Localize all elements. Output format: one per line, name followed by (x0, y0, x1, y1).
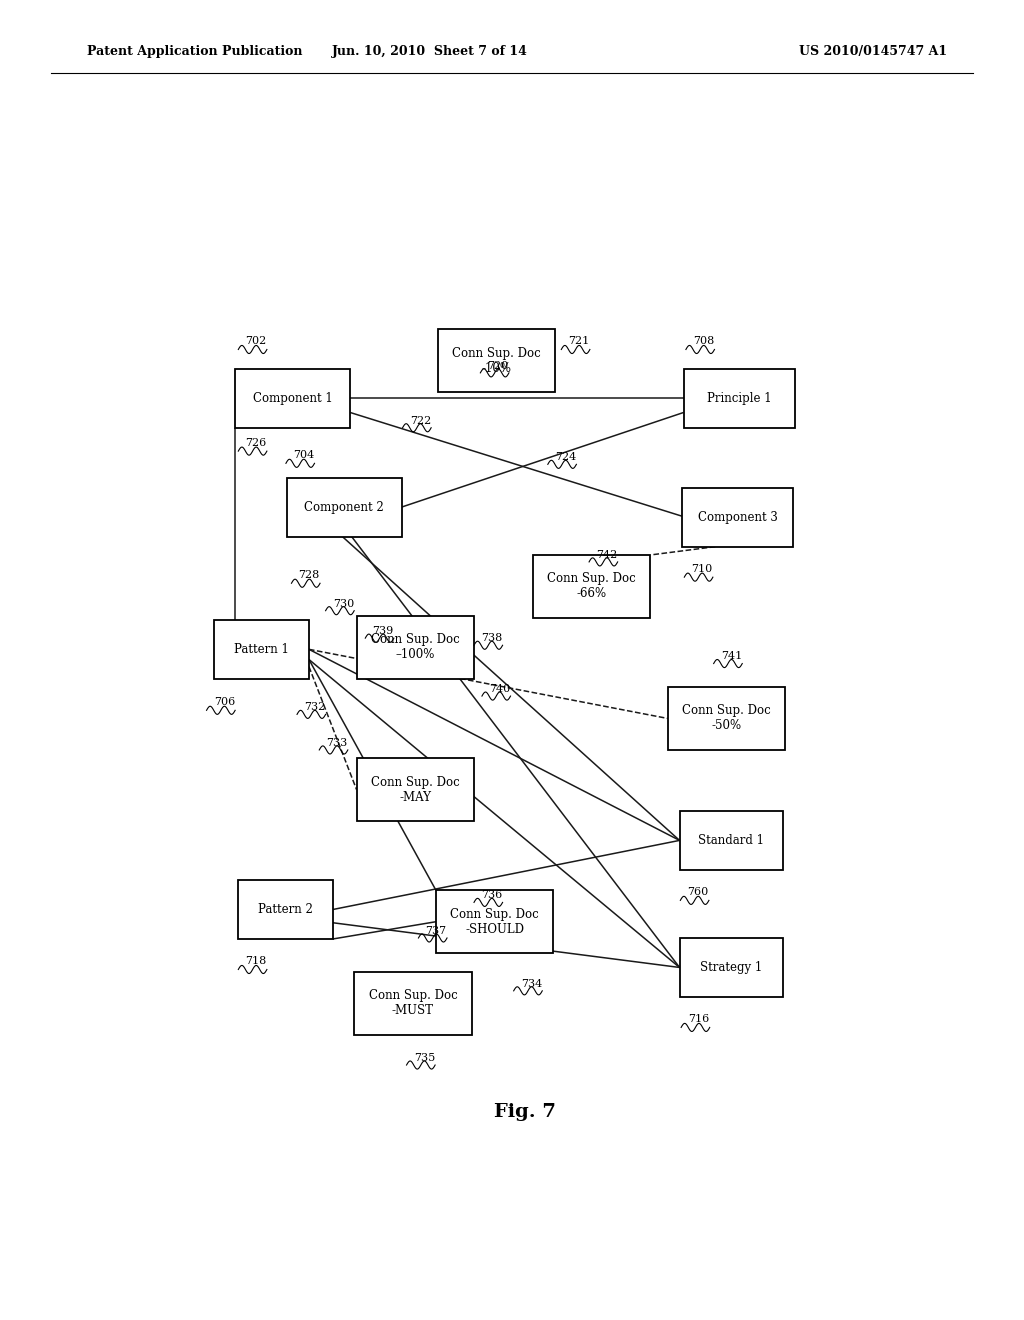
Text: 710: 710 (691, 564, 713, 574)
Text: 730: 730 (333, 598, 354, 609)
FancyBboxPatch shape (238, 880, 333, 939)
FancyBboxPatch shape (354, 972, 472, 1035)
FancyBboxPatch shape (532, 554, 650, 618)
Text: 760: 760 (687, 887, 709, 898)
Text: 721: 721 (568, 337, 590, 346)
FancyBboxPatch shape (356, 615, 474, 678)
Text: 708: 708 (693, 337, 715, 346)
Text: Principle 1: Principle 1 (707, 392, 771, 405)
FancyBboxPatch shape (287, 478, 401, 536)
Text: Conn Sup. Doc
–100%: Conn Sup. Doc –100% (371, 634, 460, 661)
Text: Conn Sup. Doc
-66%: Conn Sup. Doc -66% (547, 573, 636, 601)
Text: 718: 718 (246, 957, 266, 966)
FancyBboxPatch shape (680, 810, 782, 870)
Text: Pattern 1: Pattern 1 (233, 643, 289, 656)
Text: Conn Sup. Doc
-SHOULD: Conn Sup. Doc -SHOULD (451, 908, 539, 936)
Text: 741: 741 (721, 652, 742, 661)
Text: 704: 704 (293, 450, 314, 461)
Text: 737: 737 (426, 925, 446, 936)
FancyBboxPatch shape (437, 329, 555, 392)
Text: 739: 739 (373, 626, 393, 636)
Text: Conn Sup. Doc
-10%: Conn Sup. Doc -10% (452, 347, 541, 375)
FancyBboxPatch shape (680, 939, 782, 997)
Text: 736: 736 (481, 890, 503, 900)
FancyBboxPatch shape (682, 487, 793, 546)
Text: 720: 720 (487, 360, 509, 371)
FancyBboxPatch shape (436, 890, 553, 953)
Text: Conn Sup. Doc
-50%: Conn Sup. Doc -50% (682, 705, 771, 733)
FancyBboxPatch shape (356, 758, 474, 821)
FancyBboxPatch shape (214, 620, 309, 678)
Text: 733: 733 (327, 738, 348, 748)
Text: Component 3: Component 3 (697, 511, 777, 524)
Text: Component 1: Component 1 (253, 392, 333, 405)
Text: Conn Sup. Doc
-MUST: Conn Sup. Doc -MUST (369, 989, 458, 1016)
FancyBboxPatch shape (236, 368, 350, 428)
Text: Patent Application Publication: Patent Application Publication (87, 45, 302, 58)
Text: 722: 722 (410, 416, 431, 425)
Text: Jun. 10, 2010  Sheet 7 of 14: Jun. 10, 2010 Sheet 7 of 14 (332, 45, 528, 58)
Text: Standard 1: Standard 1 (698, 834, 764, 847)
Text: 724: 724 (555, 453, 577, 462)
Text: 726: 726 (246, 438, 266, 447)
Text: Strategy 1: Strategy 1 (700, 961, 762, 974)
Text: US 2010/0145747 A1: US 2010/0145747 A1 (799, 45, 947, 58)
FancyBboxPatch shape (684, 368, 795, 428)
Text: 734: 734 (521, 978, 542, 989)
Text: 716: 716 (688, 1014, 710, 1024)
Text: Component 2: Component 2 (304, 500, 384, 513)
Text: Fig. 7: Fig. 7 (494, 1102, 556, 1121)
Text: Conn Sup. Doc
-MAY: Conn Sup. Doc -MAY (371, 776, 460, 804)
Text: 735: 735 (414, 1053, 435, 1063)
Text: 742: 742 (596, 550, 617, 560)
Text: 702: 702 (246, 337, 266, 346)
Text: Pattern 2: Pattern 2 (258, 903, 312, 916)
Text: 706: 706 (214, 697, 234, 708)
FancyBboxPatch shape (668, 686, 785, 750)
Text: 732: 732 (304, 702, 326, 713)
Text: 740: 740 (489, 684, 510, 694)
Text: 738: 738 (481, 634, 503, 643)
Text: 728: 728 (299, 570, 319, 579)
